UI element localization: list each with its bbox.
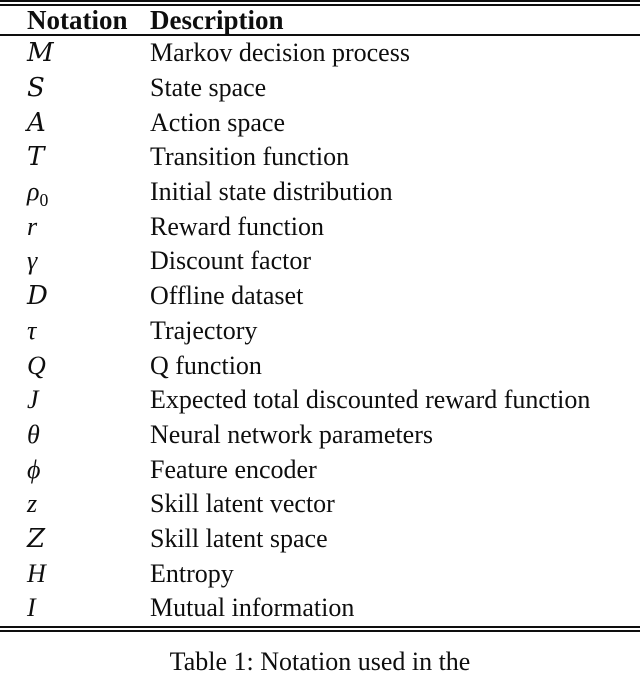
description-text: Mutual information xyxy=(150,593,355,623)
table-row: T Transition function xyxy=(0,140,640,175)
description-text: Discount factor xyxy=(150,246,312,276)
notation-symbol: z xyxy=(27,489,38,519)
notation-symbol: θ xyxy=(27,419,40,449)
notation-symbol: T xyxy=(27,142,45,173)
description-text: Reward function xyxy=(150,211,325,241)
table-row: ϕ Feature encoder xyxy=(0,452,640,487)
notation-subscript: 0 xyxy=(39,190,49,211)
description-text: Markov decision process xyxy=(150,38,410,68)
notation-symbol: γ xyxy=(27,246,38,276)
table-row: Z Skill latent space xyxy=(0,522,640,557)
table-top-rule xyxy=(0,0,640,6)
table-row: θ Neural network parameters xyxy=(0,418,640,453)
description-text: Offline dataset xyxy=(150,281,304,311)
notation-symbol: M xyxy=(27,38,54,69)
description-text: Action space xyxy=(150,107,286,137)
table-body: M Markov decision process S State space A Act… xyxy=(0,36,640,626)
notation-symbol: S xyxy=(27,73,45,104)
notation-symbol: H xyxy=(27,558,46,588)
description-text: Skill latent space xyxy=(150,523,328,553)
table-row: ρ0 Initial state distribution xyxy=(0,175,640,210)
description-text: Trajectory xyxy=(150,315,258,345)
table-caption: Table 1: Notation used in the xyxy=(169,647,471,676)
description-text: Q function xyxy=(150,350,262,380)
notation-symbol: ϕ xyxy=(27,454,41,484)
description-text: Neural network parameters xyxy=(150,419,433,449)
description-text: Entropy xyxy=(150,558,234,588)
table-row: A Action space xyxy=(0,105,640,140)
notation-symbol: r xyxy=(27,211,38,241)
notation-symbol: D xyxy=(27,281,48,312)
table-row: D Offline dataset xyxy=(0,279,640,314)
table-row: r Reward function xyxy=(0,209,640,244)
header-description: Description xyxy=(150,4,284,35)
description-text: Expected total discounted reward functio… xyxy=(150,385,591,415)
table-header-rule xyxy=(0,34,640,36)
description-text: Initial state distribution xyxy=(150,177,393,207)
notation-symbol: Z xyxy=(27,523,46,554)
notation-symbol: τ xyxy=(27,315,37,345)
notation-symbol: Q xyxy=(27,350,46,380)
description-text: Feature encoder xyxy=(150,454,317,484)
table-bottom-rule xyxy=(0,625,640,632)
table-row: M Markov decision process xyxy=(0,36,640,71)
table-row: H Entropy xyxy=(0,556,640,591)
header-notation: Notation xyxy=(27,4,128,35)
notation-symbol: J xyxy=(27,385,39,415)
description-text: Skill latent vector xyxy=(150,489,335,519)
table-row: z Skill latent vector xyxy=(0,487,640,522)
notation-symbol: ρ0 xyxy=(27,177,49,211)
table-row: τ Trajectory xyxy=(0,314,640,349)
description-text: State space xyxy=(150,73,267,103)
notation-symbol: A xyxy=(27,107,46,138)
table-row: Q Q function xyxy=(0,348,640,383)
table-row: J Expected total discounted reward functi… xyxy=(0,383,640,418)
table-row: γ Discount factor xyxy=(0,244,640,279)
table-row: S State space xyxy=(0,71,640,106)
table-header-row: Notation Description xyxy=(0,4,640,35)
description-text: Transition function xyxy=(150,142,350,172)
table-row: I Mutual information xyxy=(0,591,640,626)
notation-table: Notation Description M Markov decision pr… xyxy=(0,0,640,632)
notation-symbol: I xyxy=(27,593,36,623)
